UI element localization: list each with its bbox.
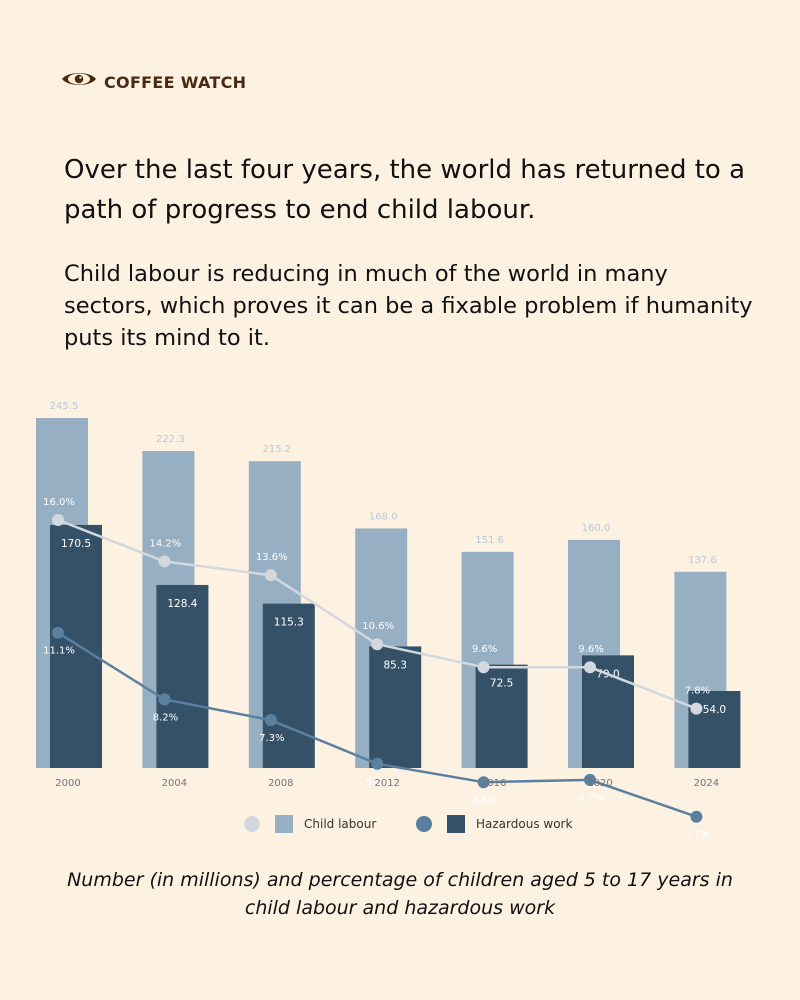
hazardous-work-bar xyxy=(50,524,102,768)
child-labour-percent-label: 9.6% xyxy=(578,644,603,655)
brand-header: COFFEE WATCH xyxy=(60,70,246,94)
hazardous-work-percent-marker xyxy=(584,773,596,786)
hazardous-work-bar xyxy=(262,603,315,768)
legend-dot xyxy=(416,816,432,832)
child-labour-bar-label: 160.0 xyxy=(582,523,611,534)
child-labour-percent-marker xyxy=(264,569,277,582)
hazardous-work-percent-marker xyxy=(371,757,384,770)
child-labour-percent-marker xyxy=(477,661,490,674)
x-axis-year-label: 2012 xyxy=(374,778,399,789)
hazardous-work-percent-marker xyxy=(690,810,703,823)
child-labour-percent-label: 14.2% xyxy=(150,538,182,549)
hazardous-work-percent-marker xyxy=(264,714,277,727)
hazardous-work-bar xyxy=(475,664,528,768)
hazardous-work-bar xyxy=(369,646,422,768)
child-labour-percent-label: 10.6% xyxy=(362,621,394,632)
hazardous-work-bar xyxy=(688,691,741,768)
x-axis-year-label: 2020 xyxy=(587,778,612,789)
child-labour-bar-label: 222.3 xyxy=(156,434,185,445)
hazardous-work-percent-marker xyxy=(158,693,171,706)
legend-label: Child labour xyxy=(304,817,376,831)
x-axis-year-label: 2000 xyxy=(55,778,80,789)
hazardous-work-percent-marker xyxy=(52,626,64,639)
x-axis-year-label: 2008 xyxy=(268,778,293,789)
subheading: Child labour is reducing in much of the … xyxy=(64,261,753,351)
child-labour-bar-label: 245.5 xyxy=(50,401,79,412)
child-labour-percent-label: 13.6% xyxy=(256,552,288,563)
legend-square xyxy=(447,815,465,833)
hazardous-work-percent-label: 4.6% xyxy=(472,795,497,806)
hazardous-work-bar-label: 115.3 xyxy=(274,617,304,629)
child-labour-bar-label: 151.6 xyxy=(475,535,504,546)
child-labour-percent-marker xyxy=(690,702,703,715)
hazardous-work-percent-label: 8.2% xyxy=(153,712,178,723)
child-labour-percent-label: 9.6% xyxy=(472,644,497,655)
headline: Over the last four years, the world has … xyxy=(64,155,746,225)
child-labour-percent-marker xyxy=(52,514,64,526)
child-labour-percent-marker xyxy=(371,638,384,651)
x-axis-year-label: 2024 xyxy=(694,778,719,789)
hazardous-work-percent-label: 5.4% xyxy=(365,777,390,788)
x-axis-year-label: 2004 xyxy=(162,778,187,789)
child-labour-bar-label: 137.6 xyxy=(688,555,717,566)
hazardous-work-bar-label: 85.3 xyxy=(384,659,407,671)
hazardous-work-percent-marker xyxy=(477,776,490,789)
hazardous-work-percent-label: 3.1% xyxy=(685,830,710,841)
hazardous-work-percent-label: 11.1% xyxy=(43,646,75,657)
child-labour-percent-marker xyxy=(158,555,171,568)
hazardous-work-bar-label: 72.5 xyxy=(490,678,513,690)
child-labour-percent-label: 16.0% xyxy=(43,497,75,508)
x-axis-year-label: 2016 xyxy=(481,778,506,789)
chart-caption: Number (in millions) and percentage of c… xyxy=(67,869,733,919)
hazardous-work-bar xyxy=(156,584,209,768)
child-labour-percent-label: 7.8% xyxy=(685,686,710,697)
legend-label: Hazardous work xyxy=(476,817,572,831)
hazardous-work-bar-label: 128.4 xyxy=(167,598,197,610)
hazardous-work-percent-label: 4.7% xyxy=(578,793,603,804)
hazardous-work-percent-label: 7.3% xyxy=(259,733,284,744)
hazardous-work-bar-label: 170.5 xyxy=(61,538,91,550)
child-labour-percent-marker xyxy=(584,661,596,674)
child-labour-bar-label: 168.0 xyxy=(369,511,398,522)
brand-name: COFFEE WATCH xyxy=(104,72,247,92)
child-labour-bar-label: 215.2 xyxy=(262,444,291,455)
hazardous-work-bar-label: 54.0 xyxy=(703,704,726,716)
eye-cup-icon xyxy=(60,70,98,94)
legend-dot xyxy=(244,816,260,832)
legend-square xyxy=(275,815,293,833)
